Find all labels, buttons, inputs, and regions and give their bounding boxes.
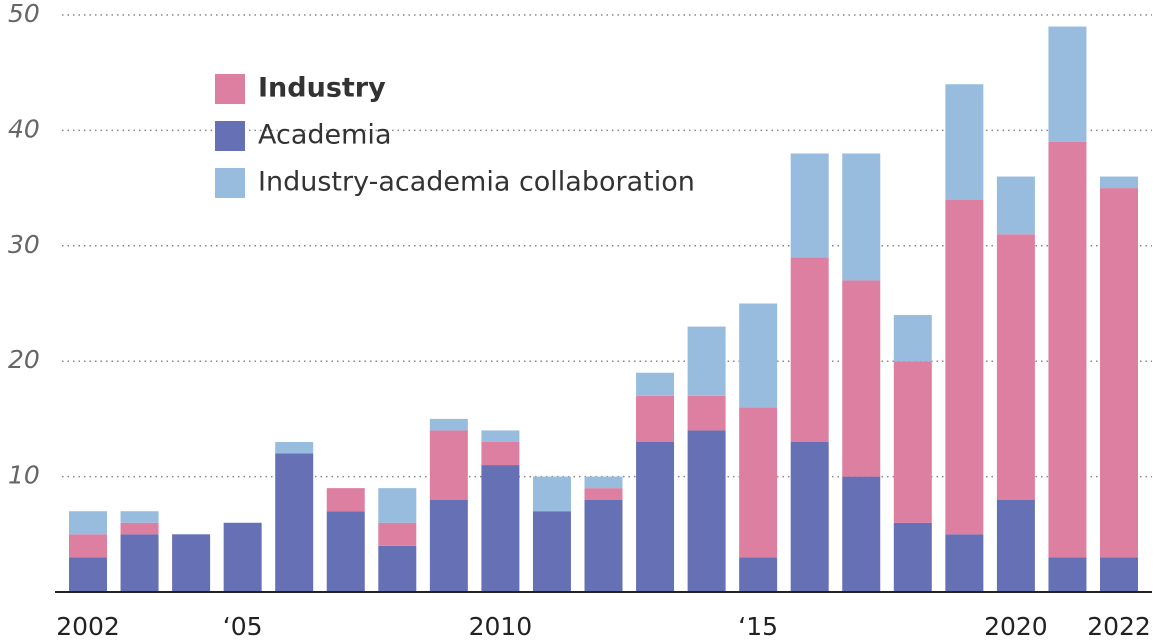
bar-segment (1100, 188, 1138, 557)
bar-segment (327, 488, 365, 511)
bar-segment (1100, 557, 1138, 592)
y-tick-label: 30 (8, 230, 40, 259)
bar-segment (945, 534, 983, 592)
bar-segment (121, 523, 159, 535)
x-tick-label: 2002 (56, 612, 120, 641)
x-tick-label: ‘05 (223, 612, 263, 641)
bar-segment (1048, 27, 1086, 142)
bar-segment (378, 546, 416, 592)
bar-segment (585, 488, 623, 500)
bar-segment (1048, 142, 1086, 557)
bar-segment (224, 523, 262, 592)
bar-segment (1100, 177, 1138, 189)
bar-segment (481, 430, 519, 442)
bar-segment (842, 153, 880, 280)
bar-segment (69, 511, 107, 534)
bar-segment (894, 523, 932, 592)
legend-swatch (215, 168, 245, 198)
bar-segment (378, 488, 416, 523)
legend-label: Industry-academia collaboration (258, 167, 695, 198)
bar-segment (791, 257, 829, 442)
bar-segment (688, 396, 726, 431)
bar-segment (121, 534, 159, 592)
bar-segment (894, 361, 932, 523)
bar-segment (121, 511, 159, 523)
y-tick-label: 20 (8, 345, 40, 374)
bar-segment (636, 442, 674, 592)
bar-segment (275, 442, 313, 454)
bar-segment (997, 177, 1035, 235)
x-tick-label: 2010 (469, 612, 533, 641)
legend-label: Industry (258, 73, 386, 104)
bar-segment (533, 511, 571, 592)
bar-segment (945, 200, 983, 535)
bar-segment (997, 234, 1035, 499)
bar-segment (327, 511, 365, 592)
legend-swatch (215, 121, 245, 151)
bar-segment (636, 373, 674, 396)
bar-segment (688, 430, 726, 592)
bar-segment (430, 500, 468, 592)
bar-segment (842, 280, 880, 476)
bar-segment (585, 500, 623, 592)
legend-swatch (215, 74, 245, 104)
legend-label: Academia (258, 120, 391, 151)
bar-segment (791, 153, 829, 257)
bar-segment (533, 477, 571, 512)
bar-segment (481, 442, 519, 465)
y-tick-label: 10 (8, 461, 40, 490)
bar-segment (275, 454, 313, 592)
bar-segment (791, 442, 829, 592)
x-tick-label: 2020 (984, 612, 1048, 641)
bar-segment (69, 534, 107, 557)
bar-segment (739, 557, 777, 592)
bar-segment (739, 407, 777, 557)
bar-segment (842, 477, 880, 592)
bar-segment (636, 396, 674, 442)
x-tick-label: ‘15 (738, 612, 778, 641)
bar-segment (894, 315, 932, 361)
bar-segment (430, 430, 468, 499)
bar-segment (997, 500, 1035, 592)
bar-segment (1048, 557, 1086, 592)
y-tick-label: 40 (8, 114, 40, 143)
bar-segment (378, 523, 416, 546)
x-tick-label: 2022 (1087, 612, 1151, 641)
chart: 10 20 30 40 50 2002 ‘05 2010 ‘15 2020 2022 Industry… (0, 0, 1157, 643)
bar-segment (172, 534, 210, 592)
bar-segment (945, 84, 983, 199)
bar-segment (585, 477, 623, 489)
bar-segment (739, 304, 777, 408)
bar-segment (430, 419, 468, 431)
y-tick-label: 50 (8, 0, 40, 28)
bar-segment (481, 465, 519, 592)
bar-segment (688, 327, 726, 396)
bar-segment (69, 557, 107, 592)
